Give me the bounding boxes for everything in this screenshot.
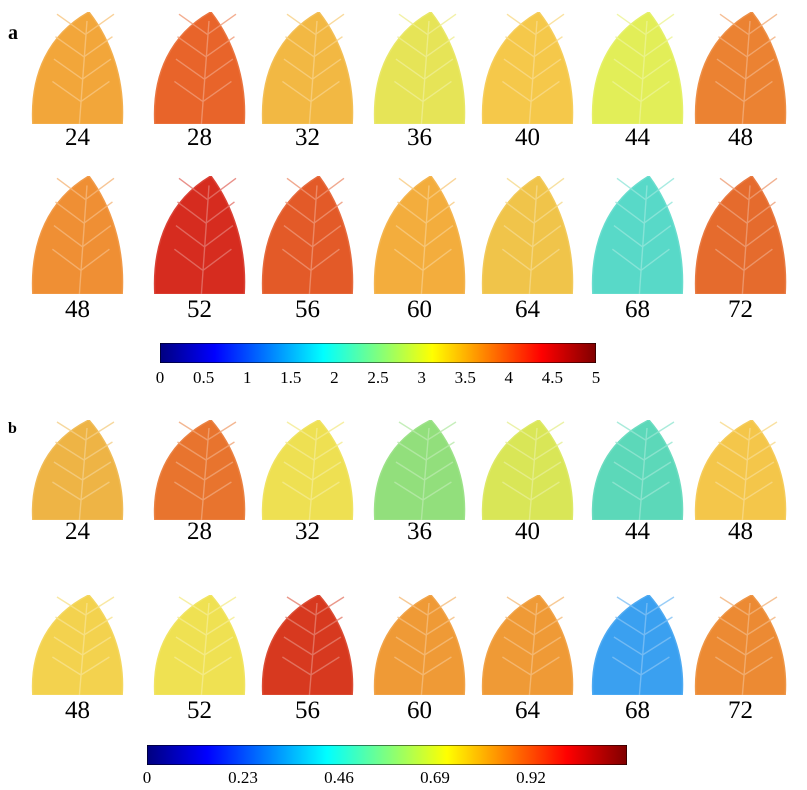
cb-a-ticks-tick-10: 5 (591, 368, 601, 387)
cb-a-ticks-tick-9: 4.5 (541, 368, 564, 387)
panel-a-label: a (8, 22, 18, 44)
leaf-label-a-row2-2: 52 (187, 296, 212, 323)
leaf-label-b-row1-3: 32 (295, 518, 320, 545)
leaf-b-row2-1 (30, 595, 125, 695)
leaf-label-b-row1-5: 40 (515, 518, 540, 545)
cb-a-ticks-tick-7: 3.5 (454, 368, 476, 387)
leaf-label-b-row1-1: 24 (65, 518, 90, 545)
leaf-b-row2-6 (590, 595, 685, 695)
leaf-a-row1-2 (152, 12, 247, 124)
leaf-label-b-row2-7: 72 (728, 697, 753, 724)
colorbar-b (146, 744, 628, 766)
leaf-label-a-row1-6: 44 (625, 124, 650, 151)
leaf-b-row2-2 (152, 595, 247, 695)
leaf-label-a-row1-5: 40 (515, 124, 540, 151)
panel-b-label: b (8, 420, 17, 437)
cb-b-ticks-tick-3: 0.69 (420, 768, 450, 787)
cb-b-ticks-tick-4: 0.92 (516, 768, 546, 787)
cb-a-ticks-tick-4: 2 (330, 368, 339, 387)
leaf-b-row1-1 (30, 420, 125, 520)
leaf-label-a-row2-6: 68 (625, 296, 650, 323)
leaf-label-b-row1-4: 36 (407, 518, 432, 545)
leaf-b-row2-5 (480, 595, 575, 695)
cb-a-ticks-tick-8: 4 (504, 368, 514, 387)
leaf-a-row2-6 (590, 176, 685, 294)
leaf-label-a-row2-7: 72 (728, 296, 753, 323)
leaf-a-row2-5 (480, 176, 575, 294)
leaf-b-row1-5 (480, 420, 575, 520)
leaf-label-b-row2-2: 52 (187, 697, 212, 724)
leaf-a-row1-4 (372, 12, 467, 124)
cb-b-ticks-tick-1: 0.23 (228, 768, 258, 787)
leaf-a-row2-7 (693, 176, 788, 294)
leaf-label-b-row2-4: 60 (407, 697, 432, 724)
leaf-b-row1-2 (152, 420, 247, 520)
colorbar-b-gradient (146, 744, 628, 766)
cb-a-ticks-tick-3: 1.5 (280, 368, 302, 387)
leaf-b-row1-6 (590, 420, 685, 520)
leaf-label-a-row1-2: 28 (187, 124, 212, 151)
colorbar-a (159, 342, 597, 364)
leaf-a-row1-3 (260, 12, 355, 124)
leaf-label-b-row1-6: 44 (625, 518, 650, 545)
leaf-label-a-row1-4: 36 (407, 124, 432, 151)
leaf-a-row2-3 (260, 176, 355, 294)
leaf-b-row1-4 (372, 420, 467, 520)
leaf-b-row1-7 (693, 420, 788, 520)
leaf-b-row2-7 (693, 595, 788, 695)
leaf-b-row2-3 (260, 595, 355, 695)
leaf-a-row1-6 (590, 12, 685, 124)
leaf-a-row1-1 (30, 12, 125, 124)
leaf-b-row1-3 (260, 420, 355, 520)
leaf-label-a-row2-1: 48 (65, 296, 90, 323)
leaf-a-row2-2 (152, 176, 247, 294)
leaf-a-row2-1 (30, 176, 125, 294)
leaf-label-a-row1-7: 48 (728, 124, 753, 151)
cb-a-ticks-tick-0: 0 (155, 368, 165, 387)
cb-b-ticks-tick-2: 0.46 (324, 768, 354, 787)
leaf-label-a-row1-1: 24 (65, 124, 90, 151)
leaf-label-b-row1-2: 28 (187, 518, 212, 545)
cb-a-ticks-tick-2: 1 (242, 368, 252, 387)
leaf-label-b-row2-1: 48 (65, 697, 90, 724)
leaf-label-a-row2-4: 60 (407, 296, 432, 323)
leaf-label-b-row2-5: 64 (515, 697, 540, 724)
leaf-label-a-row2-5: 64 (515, 296, 540, 323)
colorbar-a-gradient (159, 342, 597, 364)
leaf-label-a-row1-3: 32 (295, 124, 320, 151)
cb-a-ticks-tick-5: 2.5 (367, 368, 389, 387)
cb-a-ticks-tick-1: 0.5 (192, 368, 215, 387)
leaf-label-b-row1-7: 48 (728, 518, 753, 545)
cb-a-ticks-tick-6: 3 (417, 368, 426, 387)
leaf-a-row1-7 (693, 12, 788, 124)
leaf-label-b-row2-3: 56 (295, 697, 320, 724)
cb-b-ticks-tick-0: 0 (142, 768, 152, 787)
leaf-label-a-row2-3: 56 (295, 296, 320, 323)
leaf-b-row2-4 (372, 595, 467, 695)
leaf-a-row1-5 (480, 12, 575, 124)
leaf-a-row2-4 (372, 176, 467, 294)
leaf-label-b-row2-6: 68 (625, 697, 650, 724)
